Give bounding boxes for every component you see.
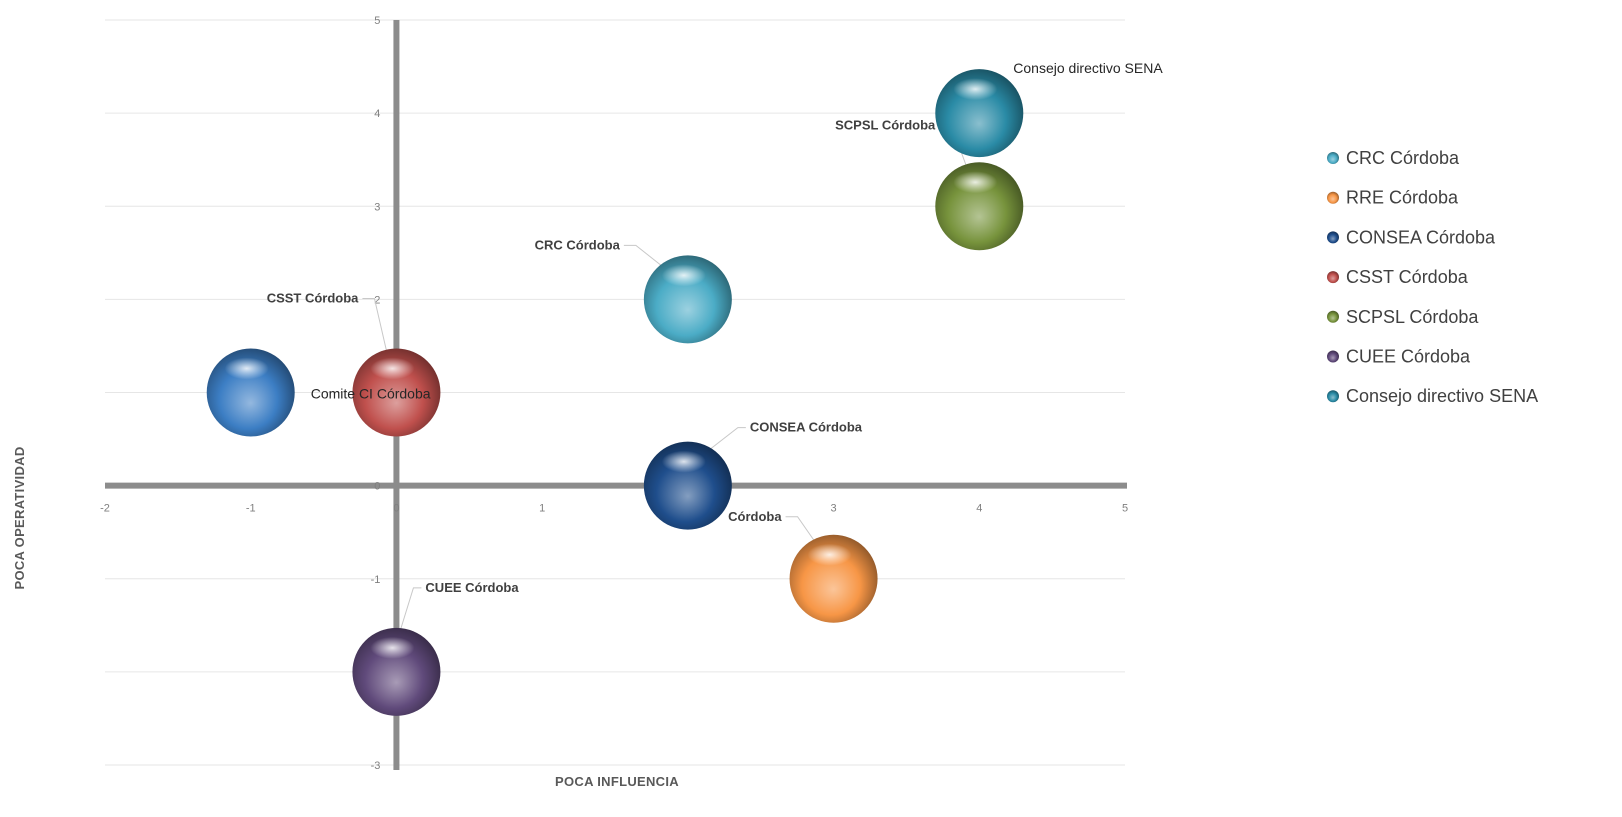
legend-marker-csst-c-rdoba — [1327, 271, 1339, 284]
data-label-csst-c-rdoba: CSST Córdoba — [267, 291, 359, 306]
legend-marker-cuee-c-rdoba — [1327, 350, 1339, 363]
y-tick-label: 0 — [374, 481, 380, 493]
bubble-extra-highlight — [224, 357, 269, 380]
bubble-crc-c-rdoba-highlight — [661, 264, 706, 287]
x-axis-title: POCA INFLUENCIA — [555, 774, 679, 789]
data-label-rre-c-rdoba: Córdoba — [728, 509, 782, 524]
bubble-rre-c-rdoba-highlight — [807, 543, 852, 566]
legend-marker-consea-c-rdoba — [1327, 231, 1339, 244]
data-label-cuee-c-rdoba: CUEE Córdoba — [425, 580, 519, 595]
legend-label-consejo-directivo-sena: Consejo directivo SENA — [1346, 386, 1538, 406]
x-tick-label: 5 — [1122, 503, 1128, 515]
leader-lines — [362, 124, 976, 657]
x-tick-label: 3 — [831, 503, 837, 515]
y-tick-label: -3 — [371, 760, 381, 772]
legend-label-scpsl-c-rdoba: SCPSL Córdoba — [1346, 307, 1479, 327]
bubbles — [206, 69, 1024, 716]
legend-marker-rre-c-rdoba — [1327, 191, 1339, 204]
legend-label-crc-c-rdoba: CRC Córdoba — [1346, 148, 1460, 168]
legend-marker-consejo-directivo-sena — [1327, 390, 1339, 403]
data-label-consejo-directivo-sena: Consejo directivo SENA — [1013, 60, 1163, 76]
y-tick-label: 4 — [374, 108, 380, 120]
data-labels: CRC Córdoba Córdoba CONSEA Córdoba CSST Cór… — [267, 60, 1164, 595]
data-label-consea-c-rdoba: CONSEA Córdoba — [750, 420, 863, 435]
data-label-scpsl-c-rdoba: SCPSL Córdoba — [835, 117, 936, 132]
legend-marker-scpsl-c-rdoba — [1327, 310, 1339, 323]
x-tick-label: -1 — [246, 503, 256, 515]
legend-marker-crc-c-rdoba — [1327, 152, 1339, 164]
bubble-csst-c-rdoba-highlight — [370, 357, 415, 380]
legend-label-cuee-c-rdoba: CUEE Córdoba — [1346, 347, 1471, 367]
y-tick-label: 3 — [374, 201, 380, 213]
y-tick-label: -1 — [371, 574, 381, 586]
bubble-consejo-directivo-sena-highlight — [953, 78, 998, 101]
data-label-crc-c-rdoba: CRC Córdoba — [535, 237, 621, 252]
x-tick-label: 1 — [539, 503, 545, 515]
y-axis-title: POCA OPERATIVIDAD — [12, 446, 27, 589]
bubble-consea-c-rdoba-highlight — [661, 450, 706, 473]
x-tick-label: 4 — [976, 503, 982, 515]
legend-label-consea-c-rdoba: CONSEA Córdoba — [1346, 227, 1496, 247]
legend: CRC Córdoba RRE Córdoba CONSEA Córdoba CSST… — [1327, 148, 1538, 406]
x-tick-label: -2 — [100, 503, 110, 515]
bubble-cuee-c-rdoba-highlight — [370, 636, 415, 659]
data-label-extra: Comite CI Córdoba — [311, 386, 431, 402]
bubble-scpsl-c-rdoba-highlight — [953, 171, 998, 194]
legend-label-csst-c-rdoba: CSST Córdoba — [1346, 267, 1469, 287]
x-tick-label: 0 — [393, 503, 399, 515]
y-tick-label: 5 — [374, 15, 380, 27]
legend-label-rre-c-rdoba: RRE Córdoba — [1346, 188, 1459, 208]
y-tick-label: 2 — [374, 294, 380, 306]
